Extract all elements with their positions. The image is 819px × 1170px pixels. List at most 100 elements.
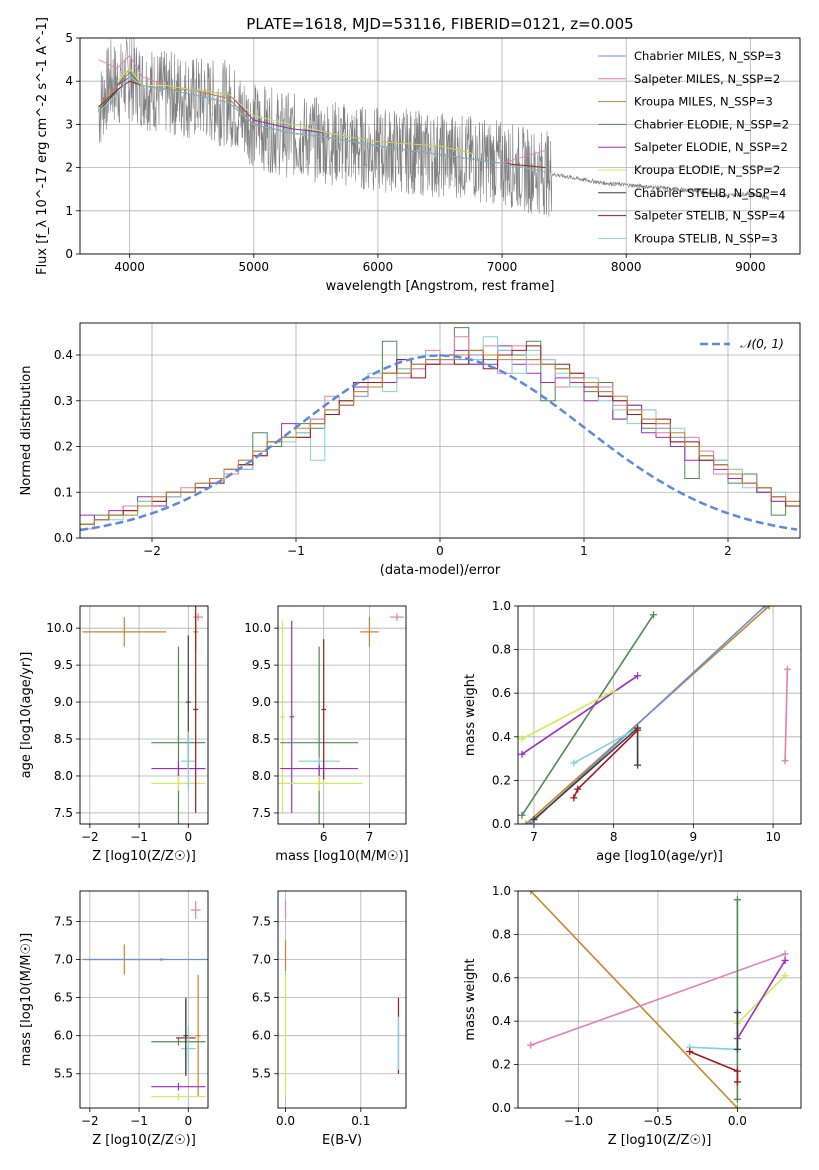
y-tick-label: 0.2	[492, 773, 511, 787]
y-tick-label: 8.0	[54, 769, 73, 783]
y-tick-label: 0.0	[492, 1101, 511, 1115]
age_vs_mass-axes: 6 7 7.5 8.0 8.5 9.0 9.5 10.0 mass [log10(M/M☉)]	[244, 605, 409, 864]
y-tick-label: 1.0	[492, 599, 511, 613]
point-marker	[733, 1009, 741, 1017]
x-axis-label: age [log10(age/yr)]	[596, 849, 723, 864]
axes-frame	[79, 322, 801, 539]
y-tick-label: 8.0	[252, 769, 271, 783]
y-tick-label: 0.0	[492, 817, 511, 831]
x-tick-label: −1.0	[564, 1114, 593, 1128]
y-tick-label: 0.4	[492, 1014, 511, 1028]
point-marker	[733, 896, 741, 904]
point-marker	[634, 761, 642, 769]
mass_weight_vs_age-plot-area	[518, 606, 791, 824]
y-tick-label: 9.0	[252, 695, 271, 709]
axes-frame	[79, 890, 209, 1109]
y-tick-label: 0.6	[492, 686, 511, 700]
y-tick-label: 2	[65, 161, 73, 175]
point-marker	[527, 891, 535, 895]
y-tick-label: 5.5	[54, 1067, 73, 1081]
x-tick-label: 0.0	[276, 1114, 295, 1128]
line-salpeter-miles	[530, 953, 786, 1046]
y-tick-label: 7.0	[252, 953, 271, 967]
point-marker	[634, 726, 642, 734]
mass_vs_EBV-plot-area	[284, 900, 400, 1097]
x-tick-label: 0	[184, 830, 192, 844]
x-tick-label: 0	[436, 544, 444, 558]
legend-label: Chabrier STELIB, N_SSP=4	[634, 186, 786, 200]
legend-label: Salpeter MILES, N_SSP=2	[634, 72, 780, 86]
y-axis-label: mass weight	[463, 958, 478, 1040]
y-tick-label: 1	[65, 204, 73, 218]
x-axis-label: Z [log10(Z/Z☉)]	[608, 1133, 712, 1148]
x-tick-label: 4000	[114, 260, 145, 274]
y-axis-label: age [log10(age/yr)]	[19, 652, 34, 779]
point-marker	[781, 950, 789, 958]
x-tick-label: −1	[130, 830, 148, 844]
figure-title: PLATE=1618, MJD=53116, FIBERID=0121, z=0…	[246, 15, 633, 33]
point-marker	[686, 1048, 694, 1056]
line-kroupa-miles	[530, 891, 738, 1108]
y-tick-label: 1.0	[492, 884, 511, 898]
mass_vs_Z-plot-area	[82, 900, 208, 1101]
y-tick-label: 6.5	[54, 991, 73, 1005]
line-chabrier-elodie	[521, 614, 655, 816]
point-marker	[761, 606, 769, 610]
normal-curve	[80, 354, 798, 532]
y-tick-label: 0.8	[492, 927, 511, 941]
x-tick-label: −0.5	[643, 1114, 672, 1128]
point-marker	[783, 665, 791, 673]
x-axis-label: (data-model)/error	[380, 563, 501, 578]
point-marker	[733, 1104, 741, 1108]
y-tick-label: 0.6	[492, 971, 511, 985]
x-tick-label: 9	[690, 830, 698, 844]
x-axis-label: wavelength [Angstrom, rest frame]	[326, 279, 555, 294]
y-tick-label: 7.5	[54, 806, 73, 820]
mass_weight_vs_Z-axes: −1.0 −0.5 0.0 0.0 0.2 0.4 0.6 0.8 1.0 Z [log10(Z/…	[463, 884, 802, 1148]
x-tick-label: −1	[287, 544, 305, 558]
y-axis-label: mass [log10(M/M☉)]	[19, 933, 34, 1066]
age_vs_mass-plot-area	[278, 613, 404, 824]
mass_weight_vs_age-axes: 7 8 9 10 0.0 0.2 0.4 0.6 0.8 1.0 age [log10(age/yr…	[463, 599, 802, 864]
age_vs_Z-plot-area	[82, 606, 206, 824]
line-salpeter-elodie	[736, 959, 786, 1040]
y-tick-label: 0.4	[54, 348, 73, 362]
x-tick-label: 7	[366, 830, 374, 844]
point-marker	[570, 794, 578, 802]
x-tick-label: 10	[765, 830, 780, 844]
x-tick-label: −1	[130, 1114, 148, 1128]
x-tick-label: 6000	[363, 260, 394, 274]
line-kroupa-elodie	[521, 690, 615, 740]
residuals-plot-area	[80, 327, 800, 532]
y-tick-label: 5.5	[252, 1067, 271, 1081]
spectrum-axes: 4000 5000 6000 7000 8000 9000 0 1 2 3 4 5 wavelength…	[35, 17, 801, 294]
y-tick-label: 4	[65, 74, 73, 88]
hist-salpeter-stelib	[80, 345, 800, 525]
x-axis-label: Z [log10(Z/Z☉)]	[92, 849, 196, 864]
y-tick-label: 6.0	[252, 1029, 271, 1043]
y-tick-label: 5	[65, 31, 73, 45]
point-marker	[781, 757, 789, 765]
y-tick-label: 7.5	[252, 806, 271, 820]
x-tick-label: −2	[81, 1114, 99, 1128]
x-axis-label: Z [log10(Z/Z☉)]	[92, 1133, 196, 1148]
point-marker	[518, 735, 526, 743]
mass_vs_EBV-axes: 0.0 0.1 5.5 6.0 6.5 7.0 7.5 E(B-V)	[252, 890, 407, 1148]
point-marker	[781, 972, 789, 980]
point-marker	[733, 1095, 741, 1103]
y-axis-label: Normed distribution	[19, 366, 34, 496]
point-marker	[530, 816, 538, 824]
legend-label: Salpeter ELODIE, N_SSP=2	[634, 140, 788, 154]
y-tick-label: 9.5	[54, 658, 73, 672]
point-marker	[634, 672, 642, 680]
point-marker	[733, 1067, 741, 1075]
axes-frame	[277, 890, 407, 1109]
point-marker	[733, 1078, 741, 1086]
y-tick-label: 6.5	[252, 991, 271, 1005]
x-tick-label: −2	[143, 544, 161, 558]
legend-label: Kroupa STELIB, N_SSP=3	[634, 231, 778, 245]
y-tick-label: 0.0	[54, 531, 73, 545]
axes-frame	[79, 605, 209, 825]
x-tick-label: 9000	[735, 260, 766, 274]
legend-label: Kroupa MILES, N_SSP=3	[634, 95, 773, 109]
